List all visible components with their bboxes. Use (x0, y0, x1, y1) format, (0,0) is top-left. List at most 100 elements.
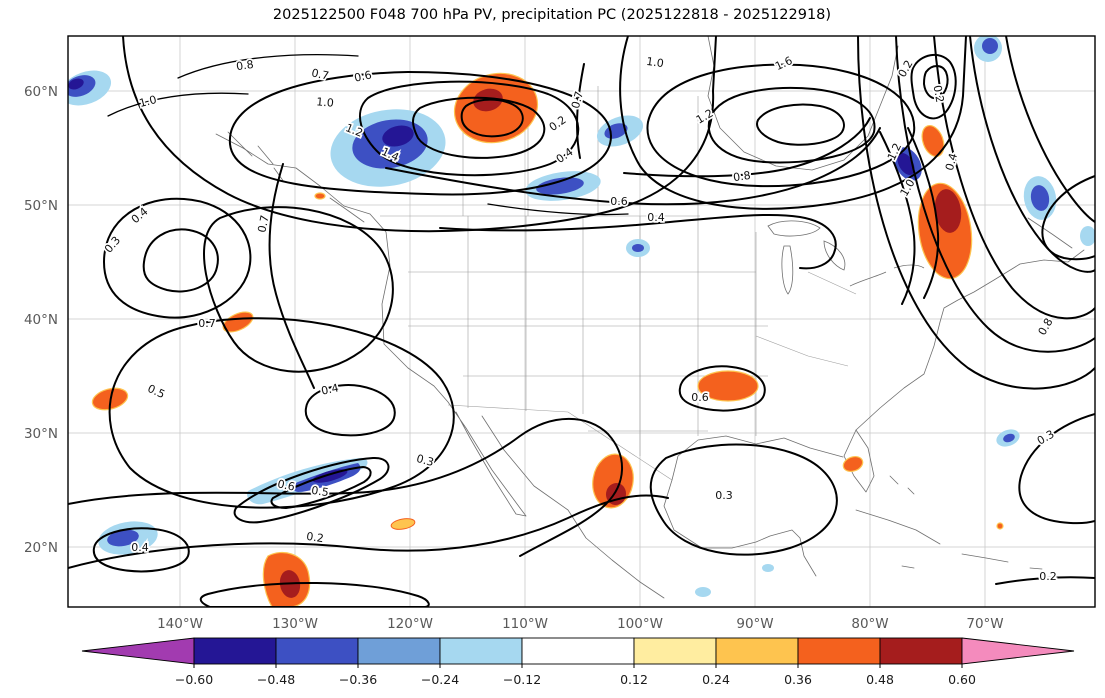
contour-line (385, 127, 881, 206)
colorbar-tick-label: −0.24 (421, 672, 459, 687)
contour-line (304, 384, 396, 437)
shaded-region-positive (314, 192, 326, 200)
colorbar-tick-label: −0.48 (257, 672, 295, 687)
border-path (467, 216, 757, 456)
colorbar-tick-label: −0.12 (503, 672, 541, 687)
contour-line (707, 86, 876, 164)
contour-label: 0.8 (732, 169, 751, 184)
shaded-region-negative (1003, 433, 1015, 443)
shaded-region-negative-core (68, 78, 84, 90)
contour-label: 1.6 (773, 54, 794, 73)
contour-line (895, 36, 1095, 353)
contour-line (1005, 36, 1095, 223)
x-tick-label: 80°W (851, 616, 888, 632)
contour-label: 0.3 (1035, 428, 1057, 448)
shaded-region-negative (982, 38, 998, 54)
coastline-path (215, 133, 527, 517)
coastline-path (1027, 217, 1073, 249)
lake-huron (823, 240, 846, 271)
lake-erie (849, 271, 887, 287)
contour-label: 1.0 (138, 93, 158, 110)
contour-label: 0.2 (931, 84, 947, 103)
contour-label: 0.2 (1039, 570, 1057, 583)
contour-label: 0.6 (276, 477, 296, 493)
map-frame (67, 35, 1096, 608)
colorbar-tick-label: 0.60 (948, 672, 976, 687)
contour-label: 0.3 (415, 452, 435, 469)
contour-line (646, 63, 916, 188)
shaded-region-negative-core (382, 125, 414, 147)
contour-label: 0.7 (255, 214, 271, 234)
vancouver-island (329, 197, 365, 223)
x-tick-label: 120°W (387, 616, 433, 632)
shaded-region-negative (1080, 226, 1095, 246)
y-tick-label: 30°N (24, 426, 58, 442)
contour-line (203, 206, 394, 373)
coastlines (215, 36, 1085, 599)
border-path (755, 271, 857, 367)
colorbar-tick-label: 0.48 (866, 672, 894, 687)
contour-line (933, 36, 1095, 320)
colorbar-extend-max (961, 637, 1075, 665)
contour-line (268, 163, 315, 389)
contour-label: 0.2 (547, 113, 569, 134)
axis-tick-labels: 140°W 130°W 120°W 110°W 100°W 90°W 80°W 70°W 60°… (24, 84, 1004, 632)
contour-line (623, 117, 871, 178)
contour-line (460, 98, 524, 138)
colorbar-tick-label: −0.60 (175, 672, 213, 687)
contour-line (412, 96, 546, 159)
y-tick-label: 60°N (24, 84, 58, 100)
contour-label: 0.5 (311, 484, 330, 499)
shaded-region-positive (921, 124, 945, 158)
colorbar-band (193, 637, 277, 665)
coastline-path (707, 36, 899, 171)
contour-line (678, 365, 766, 412)
shaded-region-negative (107, 529, 139, 547)
y-tick-label: 40°N (24, 312, 58, 328)
x-tick-label: 140°W (157, 616, 203, 632)
contour-line (576, 63, 585, 159)
x-tick-label: 130°W (272, 616, 318, 632)
contour-line (923, 65, 949, 100)
contour-line (199, 581, 430, 607)
contour-line (910, 53, 957, 120)
y-tick-label: 20°N (24, 540, 58, 556)
colorbar-band (439, 637, 523, 665)
contour-line (907, 127, 940, 299)
colorbar-band (521, 637, 635, 665)
jamaica (901, 565, 915, 569)
contour-line (857, 36, 1095, 390)
lake-superior (767, 220, 821, 237)
colorbar-band (879, 637, 963, 665)
contour-line (68, 494, 669, 569)
colorbar-extend-min (81, 637, 195, 665)
shaded-region-positive-core (934, 189, 962, 233)
colorbar-band (633, 637, 717, 665)
cuba (855, 509, 941, 545)
shaded-region-negative (762, 564, 774, 572)
contour-label: 0.6 (691, 391, 709, 404)
colorbar-tick-label: −0.36 (339, 672, 377, 687)
contour-line (233, 456, 390, 524)
bahamas (889, 475, 915, 495)
shaded-region-positive (222, 311, 254, 333)
shaded-region-positive (996, 522, 1004, 530)
contour-label: 0.4 (647, 211, 665, 224)
contour-label: 0.4 (131, 541, 149, 554)
contour-label: 0.7 (310, 66, 330, 82)
x-tick-label: 100°W (617, 616, 663, 632)
contour-label: 1.0 (646, 55, 665, 70)
contour-label: 0.4 (129, 205, 151, 226)
x-tick-label: 110°W (502, 616, 548, 632)
shaded-region-positive (842, 455, 864, 473)
contour-label: 0.7 (198, 317, 216, 330)
contour-line (107, 92, 249, 117)
contour-line (92, 527, 190, 573)
contour-label: 0.4 (320, 381, 340, 397)
contour-label: 0.3 (715, 489, 733, 502)
colorbar-band (275, 637, 359, 665)
shaded-region-negative (632, 244, 644, 252)
lake-ontario (893, 264, 925, 269)
contour-line (103, 197, 252, 319)
